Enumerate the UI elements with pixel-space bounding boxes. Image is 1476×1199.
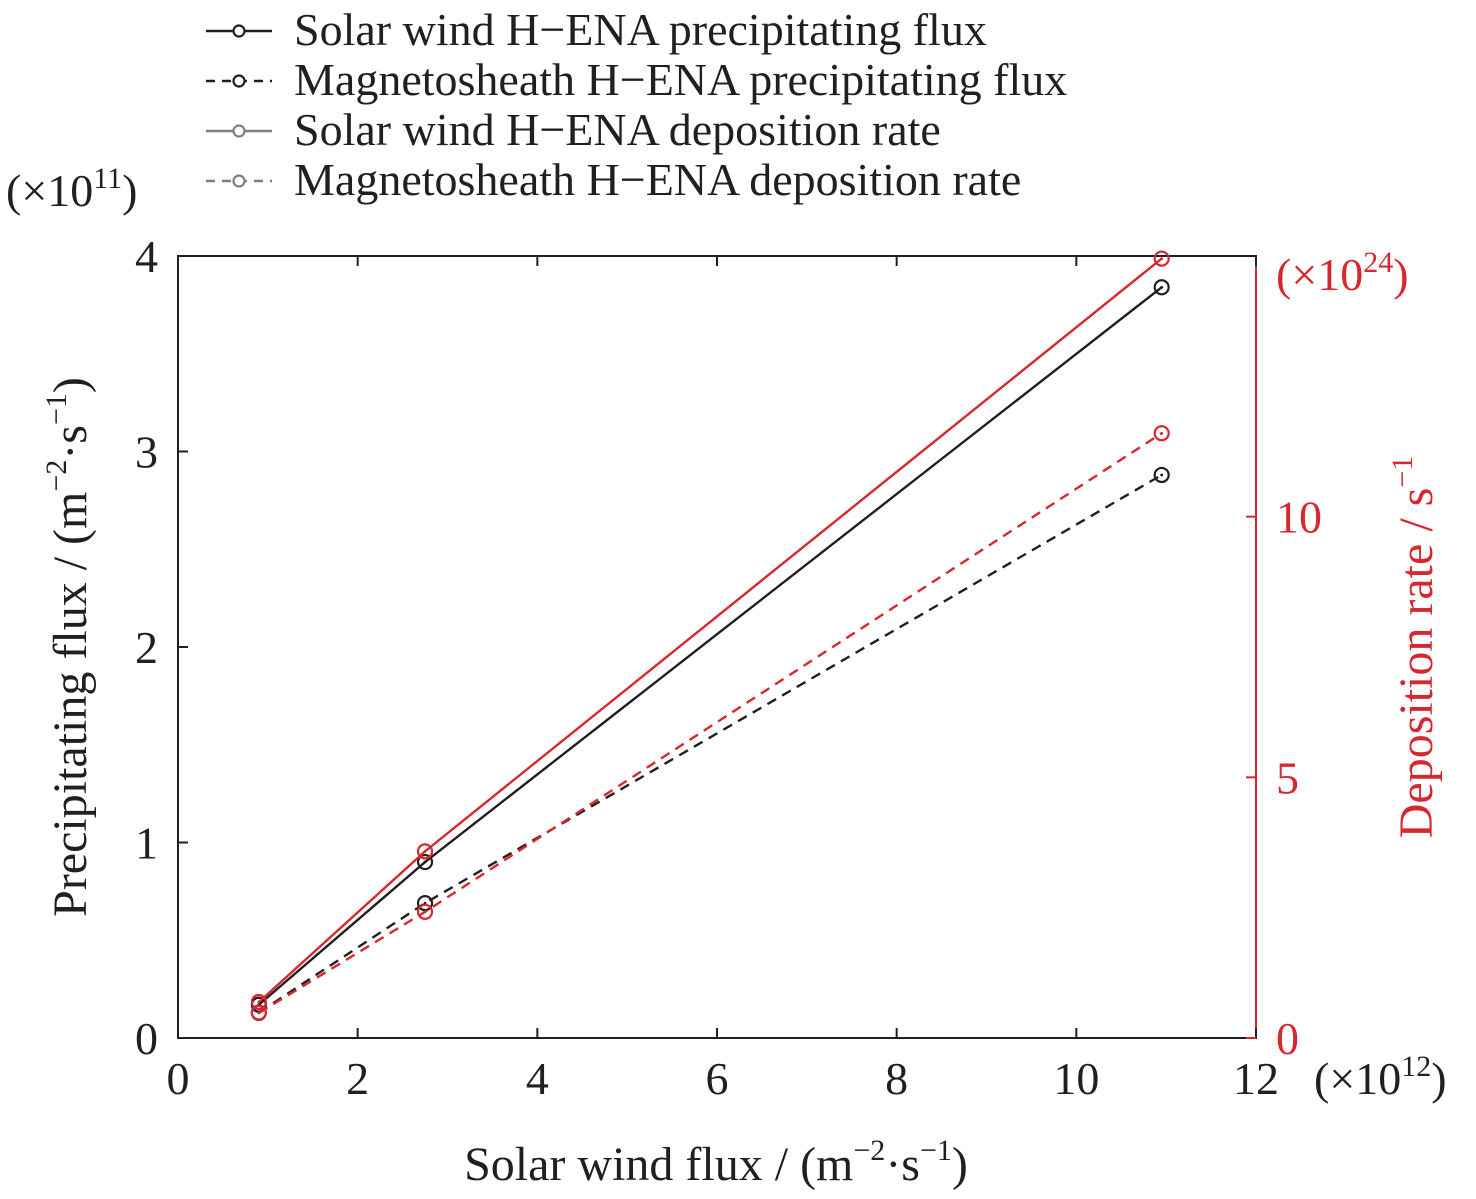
y2-tick-label: 0 — [1276, 1013, 1299, 1064]
series-line-2 — [258, 473, 1163, 1014]
data-point-center — [257, 1000, 261, 1004]
data-point — [1153, 466, 1170, 484]
legend-marker — [232, 74, 246, 88]
y2-multiplier: (×1024) — [1276, 246, 1409, 300]
legend-marker — [232, 24, 246, 38]
y-tick-label: 1 — [135, 818, 158, 869]
legend-marker — [232, 174, 246, 188]
data-point-center — [423, 860, 427, 864]
legend-label: Magnetosheath H−ENA deposition rate — [294, 154, 1021, 205]
series-line-3 — [258, 257, 1163, 1003]
data-point-center — [1160, 285, 1164, 289]
data-point — [416, 843, 434, 860]
x-tick-label: 0 — [167, 1053, 190, 1104]
x-multiplier: (×1012) — [1314, 1050, 1447, 1104]
series-line-4 — [258, 432, 1163, 1015]
data-point-center — [423, 910, 427, 914]
data-point-center — [1160, 431, 1164, 435]
x-tick-label: 6 — [706, 1053, 729, 1104]
series-group — [250, 250, 1170, 1022]
x-tick-label: 4 — [526, 1053, 549, 1104]
x-tick-label: 10 — [1053, 1053, 1099, 1104]
plot-frame — [177, 255, 1257, 1039]
legend-label: Magnetosheath H−ENA precipitating flux — [294, 54, 1067, 105]
data-point — [1153, 425, 1170, 442]
y-tick-label: 0 — [135, 1013, 158, 1064]
x-tick-label: 12 — [1233, 1053, 1279, 1104]
data-point — [416, 895, 434, 912]
x-axis-label: Solar wind flux / (m−2·s−1) — [464, 1134, 968, 1191]
y-tick-label: 3 — [135, 427, 158, 478]
x-tick-label: 8 — [885, 1053, 908, 1104]
y2-tick-label: 10 — [1276, 492, 1322, 543]
y-axis-label: Precipitating flux / (m−2·s−1) — [40, 377, 97, 917]
y2-axis-label: Deposition rate / s−1 — [1386, 456, 1443, 839]
y-multiplier: (×1011) — [6, 162, 137, 216]
series-line-1 — [258, 286, 1163, 1006]
legend-marker — [232, 124, 246, 138]
data-point — [250, 993, 267, 1011]
x-tick-label: 2 — [346, 1053, 369, 1104]
legend: Solar wind H−ENA precipitating fluxMagne… — [206, 4, 1067, 205]
y-tick-label: 4 — [135, 231, 158, 282]
data-point — [1153, 279, 1170, 296]
legend-label: Solar wind H−ENA precipitating flux — [294, 4, 987, 55]
data-point-center — [1160, 257, 1164, 261]
legend-label: Solar wind H−ENA deposition rate — [294, 104, 941, 155]
y-tick-label: 2 — [135, 622, 158, 673]
data-point-center — [257, 1011, 261, 1015]
data-point — [416, 853, 434, 871]
data-point — [250, 1004, 267, 1022]
data-point-center — [1160, 473, 1164, 477]
y2-tick-label: 5 — [1276, 752, 1299, 803]
data-point — [416, 903, 434, 920]
data-point — [1153, 250, 1170, 267]
data-point-center — [423, 849, 427, 853]
